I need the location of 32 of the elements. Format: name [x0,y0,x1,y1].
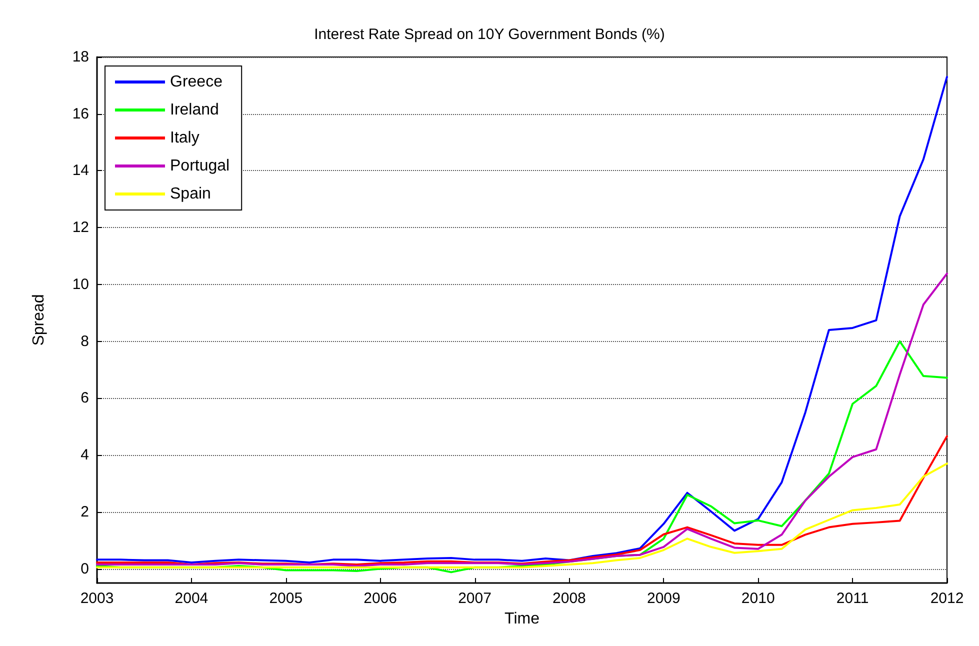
y-tick-label: 10 [72,276,89,293]
x-tick-label: 2012 [930,590,964,607]
x-axis-title: Time [504,610,540,628]
y-tick-label: 16 [72,105,89,122]
x-tick-label: 2010 [741,590,775,607]
y-tick-label: 8 [80,332,89,350]
y-tick-label: 0 [80,560,89,578]
y-tick-label: 12 [72,219,89,236]
x-tick-label: 2005 [269,590,303,607]
line-series [96,272,948,567]
x-tick-label: 2011 [836,590,869,607]
y-tick-label: 4 [80,446,89,464]
legend-label: Italy [170,130,200,146]
y-axis-title: Spread [30,294,48,346]
y-tick-label: 18 [72,48,89,66]
y-tick-label: 6 [80,390,89,407]
x-tick-label: 2006 [364,590,398,607]
line-series [96,435,948,566]
legend-label: Greece [170,74,223,90]
x-tick-label: 2003 [80,590,114,607]
legend-label: Portugal [170,158,230,174]
y-tick-label: 2 [80,503,89,520]
legend-label: Ireland [170,102,219,118]
x-tick-label: 2008 [552,590,586,607]
legend-label: Spain [170,186,211,202]
x-tick-label: 2009 [646,590,680,607]
x-tick-label: 2007 [458,590,492,607]
y-tick-label: 14 [72,162,89,180]
line-series [96,76,948,564]
chart-title: Interest Rate Spread on 10Y Government Bonds (%) [314,26,665,43]
line-series [96,462,948,568]
x-tick-label: 2004 [174,590,208,607]
